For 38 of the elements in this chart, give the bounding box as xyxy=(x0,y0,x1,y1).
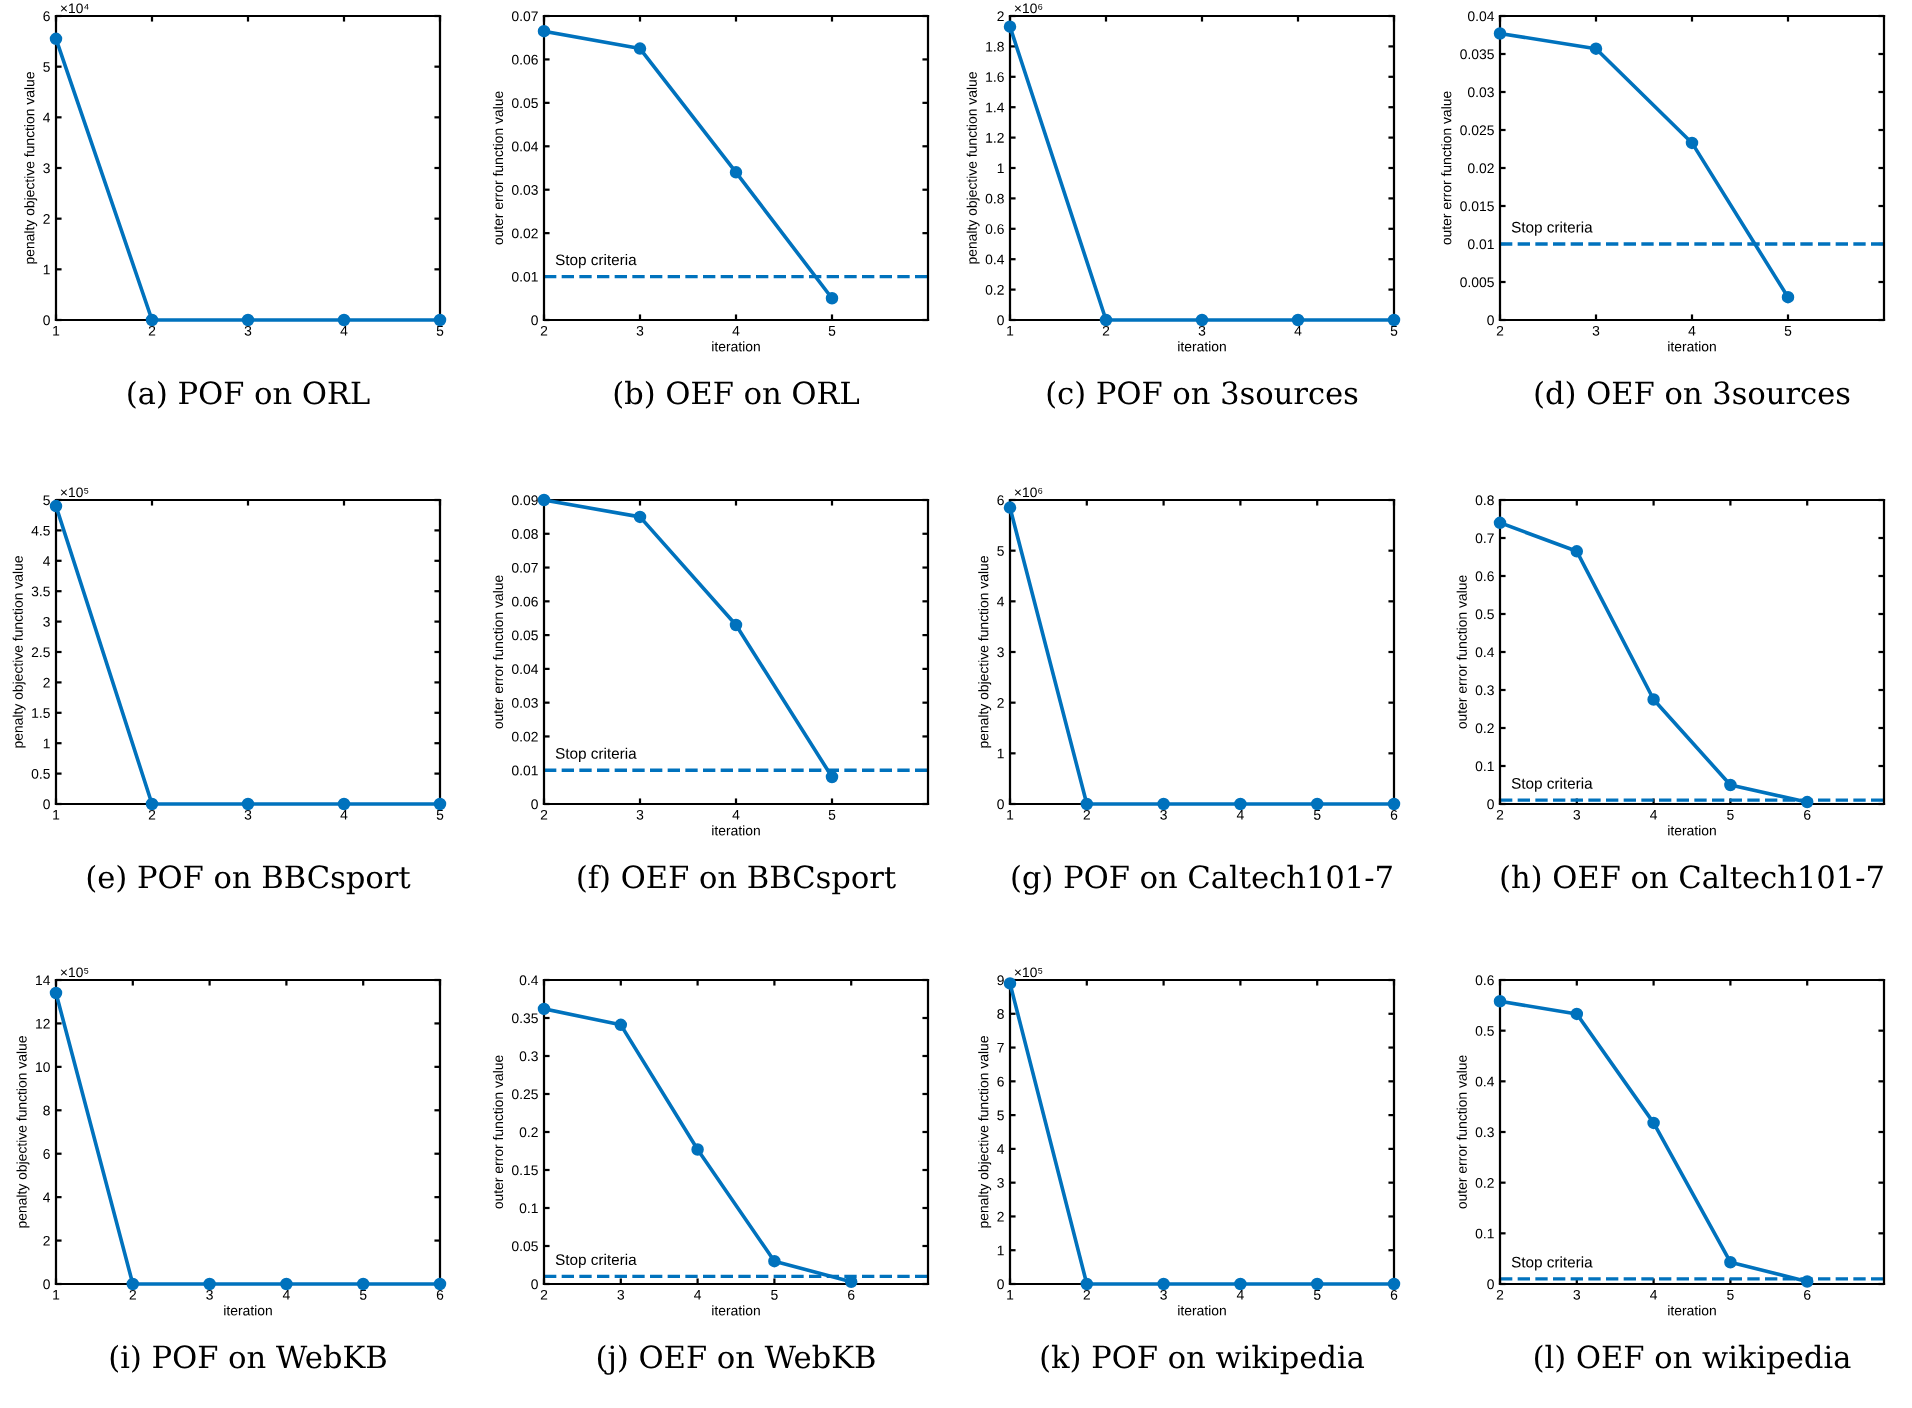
point xyxy=(537,24,551,38)
text: (c) POF on 3sources xyxy=(1047,380,1358,409)
text: (l) OEF on wikipedia xyxy=(1535,1344,1851,1375)
text: (b) OEF on ORL xyxy=(614,380,860,409)
point xyxy=(633,510,647,524)
point xyxy=(825,292,839,305)
point xyxy=(1570,545,1584,558)
point xyxy=(1589,42,1603,55)
point xyxy=(825,770,839,784)
text: (h) OEF on Caltech101-7 xyxy=(1501,864,1883,893)
text: (k) POF on wikipedia xyxy=(1041,1344,1365,1375)
point xyxy=(1800,1275,1814,1288)
text: (d) OEF on 3sources xyxy=(1535,380,1850,409)
point xyxy=(729,166,743,179)
text: (a) POF on ORL xyxy=(128,380,370,409)
text: (i) POF on WebKB xyxy=(110,1344,386,1373)
text: (g) POF on Caltech101-7 xyxy=(1012,864,1392,895)
point xyxy=(1685,136,1699,150)
point xyxy=(1493,516,1507,530)
point xyxy=(1724,1255,1737,1269)
point xyxy=(1647,693,1660,706)
point xyxy=(691,1143,704,1156)
point xyxy=(1493,27,1507,40)
point xyxy=(1781,290,1795,304)
point xyxy=(537,1002,551,1016)
text: (j) OEF on WebKB xyxy=(597,1344,875,1375)
point xyxy=(614,1018,628,1032)
text: (f) OEF on BBCsport xyxy=(578,864,896,895)
point xyxy=(1724,778,1737,792)
point xyxy=(729,618,743,632)
point xyxy=(768,1254,781,1268)
text: (e) POF on BBCsport xyxy=(87,864,411,895)
point xyxy=(633,42,647,55)
point xyxy=(1570,1007,1584,1021)
point xyxy=(1493,995,1507,1008)
point xyxy=(537,493,551,507)
point xyxy=(1647,1116,1660,1130)
point xyxy=(1800,795,1814,809)
